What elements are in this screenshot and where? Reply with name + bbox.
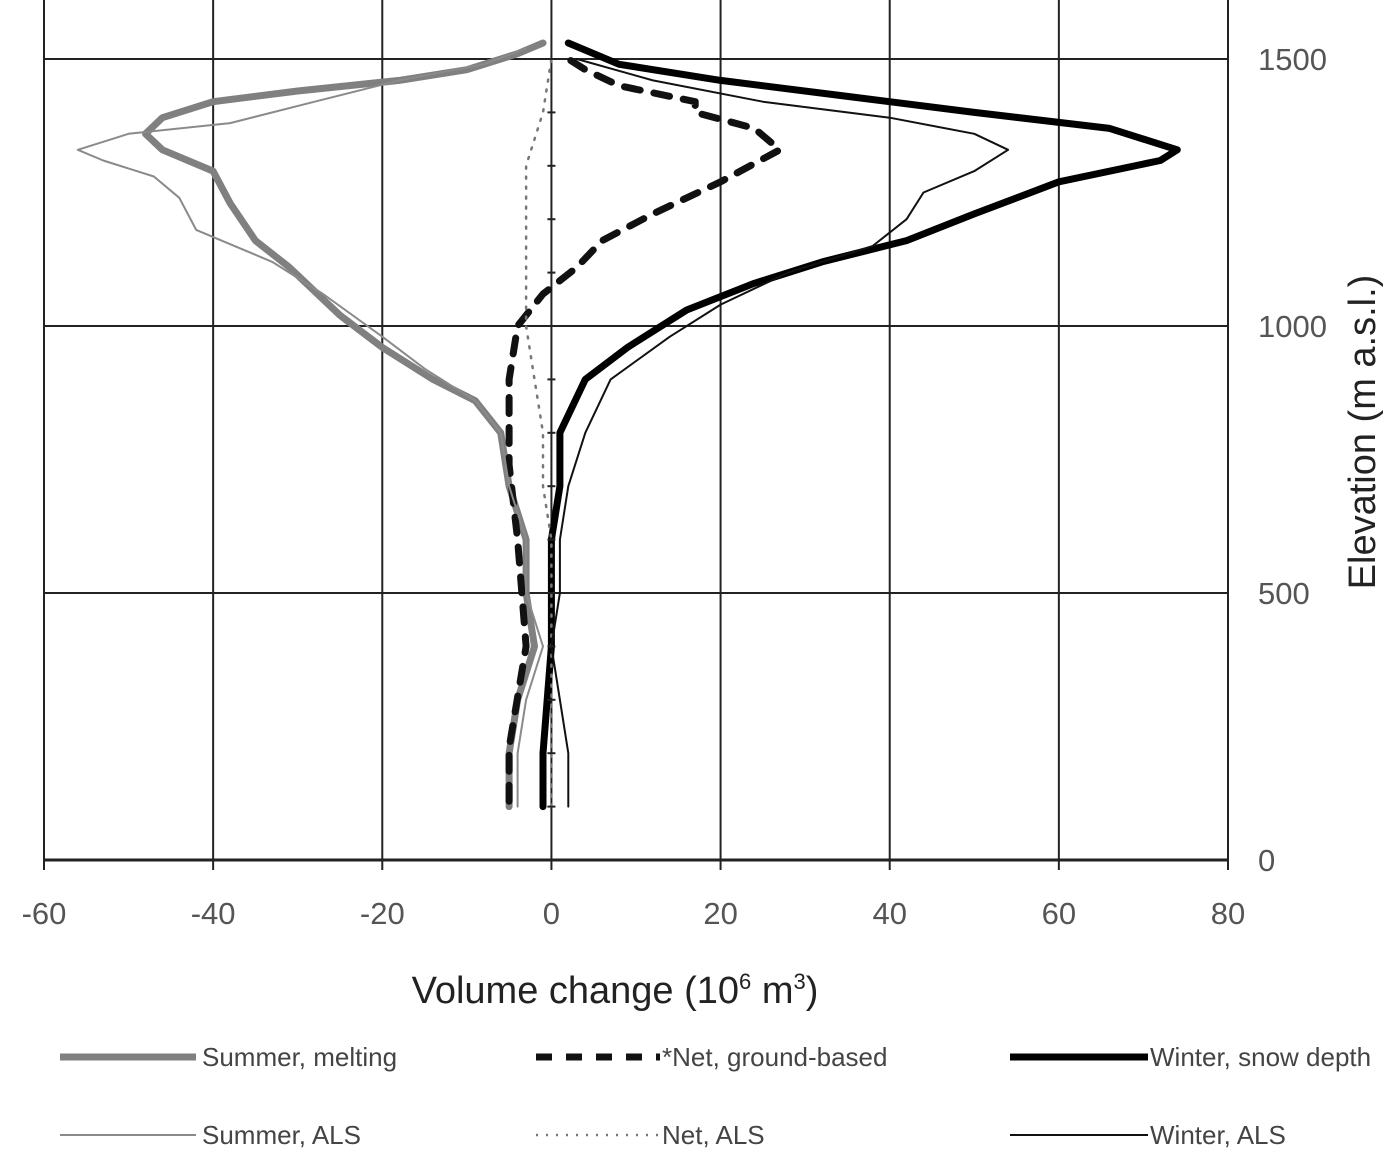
legend-label-2: Winter, snow depth (1150, 1042, 1371, 1072)
legend-label-3: Summer, ALS (202, 1120, 361, 1150)
series-line-4 (524, 57, 553, 808)
y-tick-label: 1500 (1258, 42, 1327, 77)
series-line-2 (539, 39, 1181, 811)
axes (43, 58, 1229, 870)
x-tick-label: -60 (22, 896, 67, 931)
series-line-0 (142, 39, 547, 811)
x-tick-label: 20 (703, 896, 737, 931)
x-tick-label: 40 (872, 896, 906, 931)
tick-labels: -60 -40 -20 0 20 40 60 80 0 500 1000 1500 (22, 42, 1327, 931)
x-tick-label: 80 (1211, 896, 1245, 931)
y-tick-label: 1000 (1258, 309, 1327, 344)
series-line-1 (505, 50, 784, 805)
series-layer (76, 39, 1181, 811)
series-line-3 (76, 47, 544, 808)
x-tick-label: 60 (1042, 896, 1076, 931)
x-tick-label: -20 (360, 896, 405, 931)
legend-label-4: Net, ALS (662, 1120, 765, 1150)
legend-label-0: Summer, melting (202, 1042, 397, 1072)
legend: Summer, melting *Net, ground-based Winter,… (60, 1042, 1371, 1150)
y-tick-label: 0 (1258, 843, 1275, 878)
x-tick-label: 0 (543, 896, 560, 931)
legend-label-5: Winter, ALS (1150, 1120, 1286, 1150)
y-tick-label: 500 (1258, 576, 1310, 611)
y-axis-title: Elevation (m a.s.l.) (1342, 275, 1384, 590)
x-axis-title: Volume change (106 m3) (412, 969, 819, 1012)
x-tick-label: -40 (191, 896, 236, 931)
series-line-5 (550, 58, 1010, 808)
legend-label-1: *Net, ground-based (662, 1042, 887, 1072)
grid-lines (43, 0, 1229, 861)
